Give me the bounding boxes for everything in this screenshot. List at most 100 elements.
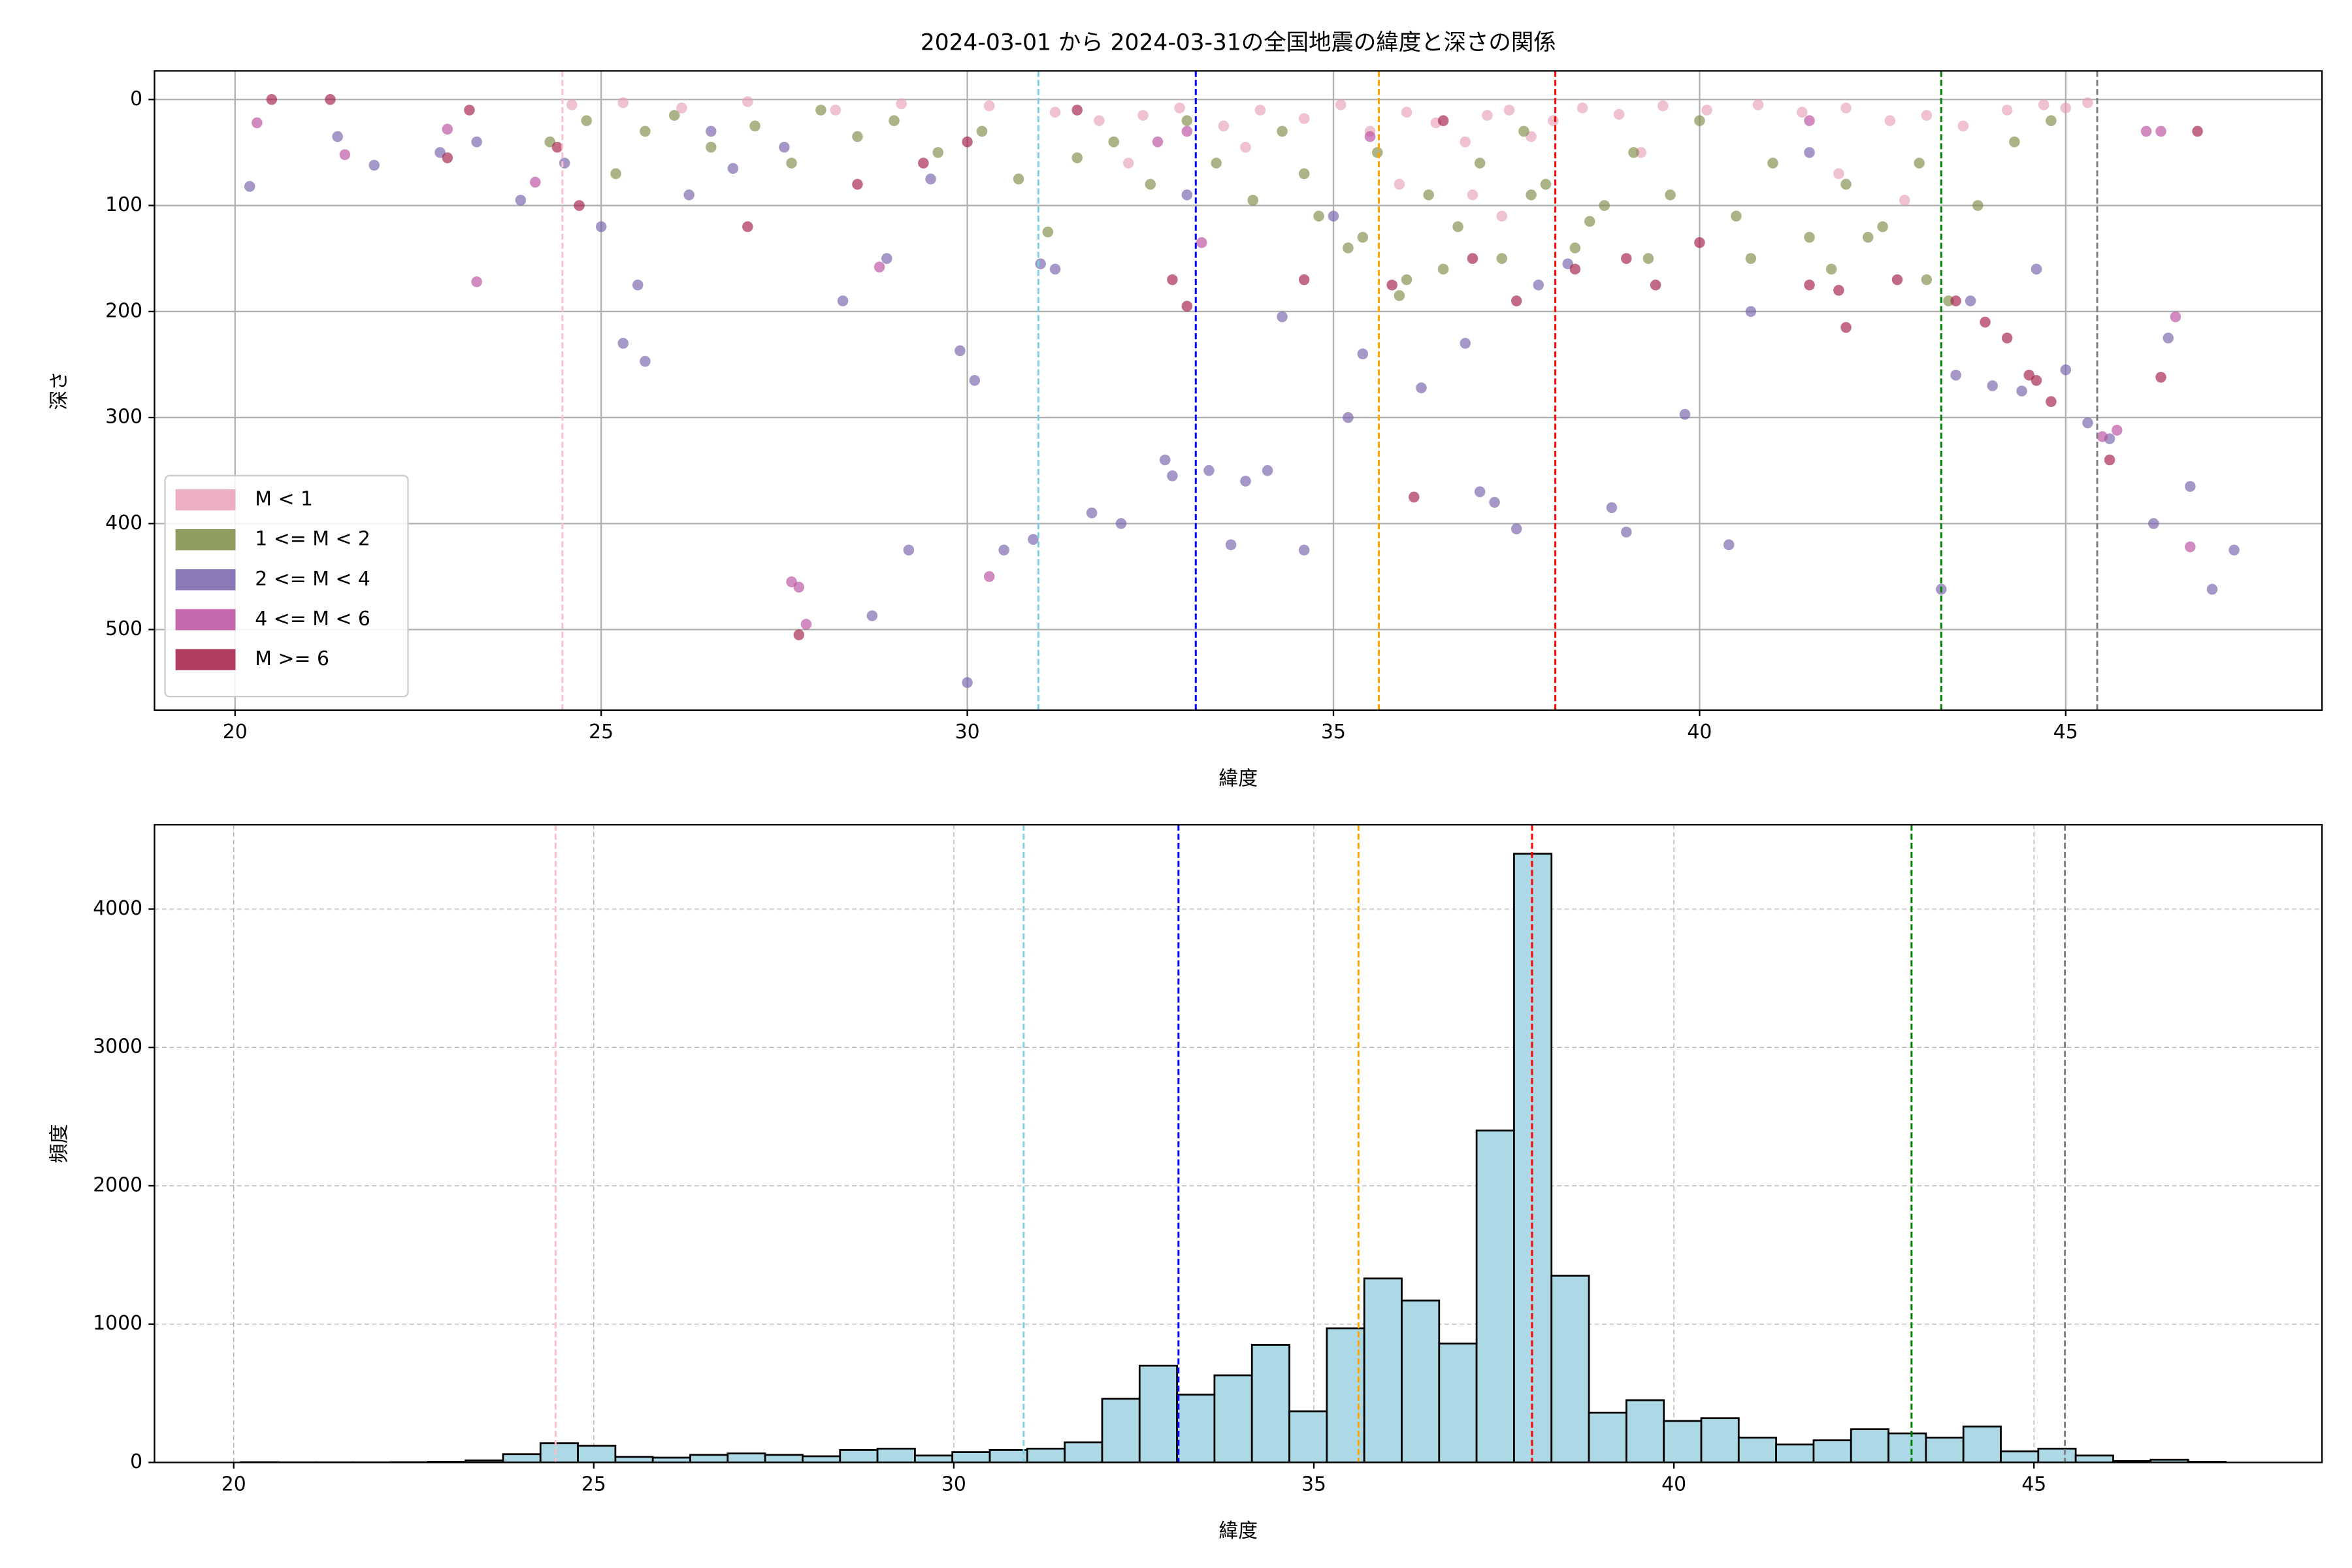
point	[1277, 125, 1288, 137]
point	[266, 93, 278, 105]
bar	[539, 1442, 579, 1463]
legend-swatch	[175, 529, 236, 551]
point	[903, 544, 915, 556]
bar	[1250, 1344, 1290, 1463]
bar	[1887, 1432, 1927, 1463]
point	[2031, 263, 2042, 275]
point	[1042, 226, 1054, 238]
point	[1862, 231, 1874, 243]
point	[1621, 253, 1632, 264]
point	[1797, 106, 1808, 118]
point	[1460, 136, 1471, 148]
point	[1086, 507, 1098, 519]
point	[1437, 263, 1449, 275]
point	[1569, 242, 1581, 253]
point	[830, 105, 841, 116]
point	[1804, 231, 1815, 243]
y-tick-label: 500	[105, 617, 142, 640]
point	[1394, 290, 1405, 301]
x-tick-label: 35	[1301, 1473, 1326, 1496]
point	[1701, 105, 1712, 116]
point	[1503, 105, 1515, 116]
point	[1167, 470, 1178, 482]
bar	[1625, 1399, 1665, 1463]
point	[2046, 115, 2057, 127]
point	[1159, 454, 1171, 466]
point	[1482, 110, 1493, 121]
point	[1547, 115, 1559, 127]
point	[1606, 502, 1618, 514]
point	[1254, 105, 1266, 116]
point	[1694, 237, 1705, 248]
bar	[577, 1445, 617, 1463]
point	[1240, 141, 1251, 153]
point	[1049, 263, 1061, 275]
point	[2192, 125, 2203, 137]
y-tick-label: 1000	[93, 1312, 142, 1335]
point	[1028, 534, 1039, 545]
point	[2001, 333, 2013, 344]
point	[442, 152, 453, 163]
legend-swatch	[175, 649, 236, 670]
point	[252, 117, 263, 129]
point	[1767, 157, 1778, 169]
point	[1489, 497, 1500, 508]
point	[1752, 99, 1764, 110]
bar	[1962, 1426, 2002, 1463]
point	[1921, 274, 1933, 286]
bar	[689, 1454, 729, 1463]
point	[1416, 382, 1427, 393]
point	[1298, 168, 1310, 180]
point	[976, 125, 988, 137]
point	[559, 157, 570, 169]
plot-area	[244, 71, 2240, 710]
point	[2185, 481, 2196, 492]
bar	[1438, 1342, 1478, 1463]
point	[1452, 221, 1463, 233]
axes-frame	[154, 824, 2323, 1463]
x-tick-label: 30	[941, 1473, 966, 1496]
bar	[1138, 1364, 1178, 1463]
point	[955, 345, 966, 357]
point	[1298, 113, 1310, 124]
point	[2082, 417, 2093, 429]
point	[874, 261, 885, 272]
point	[325, 93, 336, 105]
point	[1094, 115, 1105, 127]
point	[1526, 189, 1537, 201]
point	[1914, 157, 1925, 169]
point	[332, 131, 343, 142]
point	[1115, 518, 1127, 529]
point	[1965, 295, 1976, 306]
point	[1891, 274, 1903, 286]
point	[1247, 195, 1258, 206]
point	[574, 200, 585, 211]
x-tick-label: 35	[1321, 721, 1346, 743]
bar	[502, 1453, 542, 1463]
point	[1921, 110, 1933, 121]
point	[925, 173, 936, 185]
point	[1049, 106, 1061, 118]
bar	[1026, 1447, 1066, 1463]
point	[800, 619, 812, 630]
point	[1467, 189, 1478, 201]
legend-label: M < 1	[255, 487, 313, 510]
point	[1884, 115, 1896, 127]
bar	[1700, 1417, 1740, 1463]
legend-swatch	[175, 489, 236, 511]
point	[2155, 372, 2166, 383]
point	[2001, 105, 2013, 116]
point	[1313, 210, 1324, 222]
point	[1987, 380, 1998, 391]
point	[471, 136, 482, 148]
point	[1423, 189, 1434, 201]
point	[244, 181, 255, 192]
point	[1840, 178, 1852, 190]
point	[1665, 189, 1676, 201]
legend-label: M >= 6	[255, 647, 329, 670]
point	[1576, 102, 1588, 114]
point	[1679, 408, 1691, 420]
point	[464, 105, 475, 116]
x-axis-label: 緯度	[1218, 1520, 1258, 1543]
